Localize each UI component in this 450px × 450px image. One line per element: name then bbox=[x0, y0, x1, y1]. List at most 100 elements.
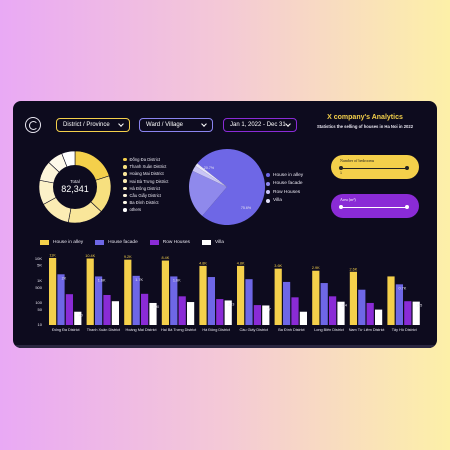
bar[interactable] bbox=[366, 302, 374, 325]
area-slider-max-handle[interactable] bbox=[405, 205, 409, 209]
pie-legend-item: Row Houses bbox=[266, 188, 303, 197]
bar[interactable] bbox=[178, 296, 186, 325]
bar-chart-legend: House in alley House facade Row Houses Vill… bbox=[40, 240, 236, 245]
pie-label-small: 20.7% bbox=[204, 166, 215, 170]
legend-label: Villa bbox=[214, 240, 224, 245]
pie-legend-item: House facade bbox=[266, 180, 303, 189]
bar[interactable] bbox=[358, 289, 366, 325]
bar[interactable] bbox=[132, 275, 140, 325]
bar-data-label: 11K bbox=[49, 253, 56, 257]
bar[interactable] bbox=[103, 294, 111, 325]
bar[interactable] bbox=[95, 276, 103, 325]
pie-legend-item: House in alley bbox=[266, 171, 303, 180]
bar-data-label: 2K bbox=[62, 276, 67, 280]
bedrooms-slider-min-handle[interactable] bbox=[339, 166, 343, 170]
bar[interactable] bbox=[375, 309, 383, 325]
bar[interactable] bbox=[237, 265, 245, 325]
area-slider-track[interactable] bbox=[341, 207, 407, 208]
bedrooms-slider-label: Number of bedrooms bbox=[340, 158, 375, 163]
bar[interactable] bbox=[207, 277, 215, 325]
bar[interactable] bbox=[161, 260, 169, 325]
legend-swatch bbox=[123, 200, 127, 205]
bar[interactable] bbox=[283, 281, 291, 325]
y-tick-label: 5K bbox=[37, 263, 42, 268]
bar[interactable] bbox=[74, 311, 82, 325]
legend-label: Row Houses bbox=[273, 189, 301, 195]
bar[interactable] bbox=[329, 296, 337, 325]
bar[interactable] bbox=[320, 283, 328, 325]
bar[interactable] bbox=[337, 301, 345, 325]
bar-legend-item: House in alley bbox=[40, 240, 83, 245]
bar[interactable] bbox=[245, 279, 253, 325]
bar[interactable] bbox=[312, 270, 320, 325]
bar[interactable] bbox=[224, 300, 232, 325]
bar-data-label: 8.4K bbox=[161, 256, 169, 260]
bar-data-label: 1.6K bbox=[98, 278, 106, 282]
x-category-label: Tây Hồ District bbox=[392, 328, 418, 332]
legend-swatch bbox=[123, 165, 127, 169]
bar[interactable] bbox=[387, 276, 395, 325]
legend-swatch bbox=[149, 240, 159, 245]
bar[interactable] bbox=[216, 299, 224, 325]
legend-label: Hoàng Mai District bbox=[129, 171, 164, 177]
bar[interactable] bbox=[170, 276, 178, 325]
bar-legend-item: Row Houses bbox=[149, 240, 190, 245]
bar[interactable] bbox=[187, 302, 195, 325]
ward-filter-dropdown[interactable]: Ward / Village bbox=[139, 118, 213, 132]
district-filter-dropdown[interactable]: District / Province bbox=[56, 118, 130, 132]
bar[interactable] bbox=[274, 268, 282, 325]
pie-slice[interactable] bbox=[189, 170, 227, 216]
bar[interactable] bbox=[395, 284, 403, 325]
bar-data-label: 40 bbox=[79, 314, 83, 318]
bar[interactable] bbox=[262, 305, 270, 325]
page-title: X company's Analytics bbox=[327, 114, 403, 121]
area-slider-label: Area (m²) bbox=[340, 197, 356, 202]
bar-data-label: 2.9K bbox=[312, 266, 320, 270]
bar[interactable] bbox=[404, 301, 412, 325]
legend-label: House in alley bbox=[53, 240, 84, 245]
legend-swatch bbox=[123, 208, 127, 212]
legend-label: House in alley bbox=[273, 172, 304, 178]
legend-label: Hà Đông District bbox=[129, 185, 160, 191]
pie-slice[interactable] bbox=[192, 165, 227, 187]
bar[interactable] bbox=[124, 259, 132, 325]
bar-data-label: 114 bbox=[341, 304, 347, 308]
bar-data-label: 100 bbox=[153, 305, 159, 309]
district-filter-label: District / Province bbox=[63, 122, 110, 128]
date-filter-label: Jan 1, 2022 - Dec 31 bbox=[230, 122, 286, 128]
bar[interactable] bbox=[349, 271, 357, 325]
bar-legend-item: House facade bbox=[95, 240, 138, 245]
bottom-scrollbar[interactable] bbox=[13, 345, 437, 348]
bar[interactable] bbox=[86, 258, 94, 325]
area-slider-min-handle[interactable] bbox=[339, 205, 343, 209]
bedrooms-slider-max-handle[interactable] bbox=[405, 166, 409, 170]
pie-slice[interactable] bbox=[195, 163, 227, 187]
bar-data-label: 115 bbox=[416, 304, 422, 308]
bar[interactable] bbox=[412, 301, 420, 325]
bar[interactable] bbox=[111, 301, 119, 325]
pie-slice[interactable] bbox=[197, 149, 265, 225]
bar[interactable] bbox=[299, 311, 307, 325]
bar-legend-item: Villa bbox=[201, 240, 224, 245]
bar[interactable] bbox=[141, 293, 149, 325]
bar[interactable] bbox=[199, 265, 207, 325]
legend-label: Ba Đình District bbox=[129, 200, 159, 206]
bar[interactable] bbox=[57, 274, 65, 325]
date-filter-dropdown[interactable]: Jan 1, 2022 - Dec 31 bbox=[223, 118, 297, 132]
bar[interactable] bbox=[253, 305, 261, 325]
bar[interactable] bbox=[149, 302, 157, 325]
y-tick-label: 500 bbox=[35, 285, 42, 290]
bar[interactable] bbox=[49, 257, 57, 325]
bar-data-label: 1.6K bbox=[173, 278, 181, 282]
bar-data-label: 77 bbox=[267, 307, 271, 311]
donut-legend-item: Thanh Xuân District bbox=[123, 163, 168, 170]
district-bar-chart: 10K 5K 1K 500 100 50 10 11K 2K 40 Đống Đa District… bbox=[35, 253, 422, 332]
legend-swatch bbox=[266, 173, 270, 178]
bedrooms-slider-track[interactable] bbox=[341, 168, 407, 169]
donut-legend: Đống Đa District Thanh Xuân District Hoàng… bbox=[123, 156, 168, 214]
donut-legend-item: Cầu Giấy District bbox=[123, 192, 168, 199]
bar-data-label: 0.7K bbox=[398, 286, 406, 290]
ward-filter-label: Ward / Village bbox=[146, 122, 184, 128]
bar[interactable] bbox=[291, 297, 299, 325]
bar[interactable] bbox=[65, 294, 73, 325]
